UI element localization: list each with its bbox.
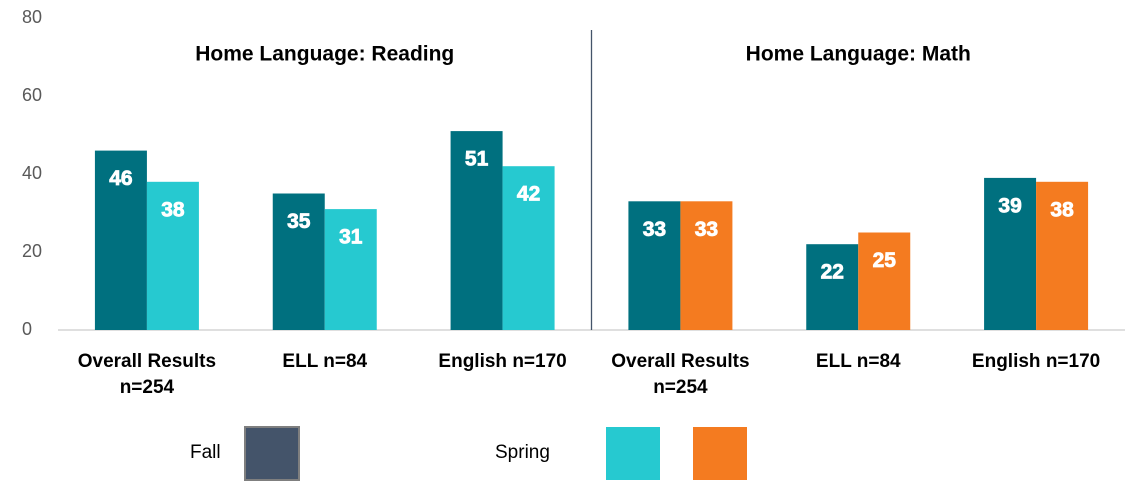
bar	[146, 181, 199, 330]
bar	[94, 150, 147, 330]
y-tick-label: 0	[22, 319, 32, 339]
bar	[628, 201, 681, 330]
x-tick-label: ELL n=84	[815, 351, 901, 372]
data-label: 38	[1050, 198, 1074, 221]
legend-swatch	[606, 427, 660, 480]
y-tick-label: 20	[22, 241, 42, 261]
data-label: 35	[287, 210, 311, 233]
legend-label: Fall	[190, 442, 221, 463]
x-tick-label: Overall Results n=254	[77, 351, 217, 398]
legend-label: Spring	[495, 442, 550, 463]
x-tick-label: ELL n=84	[282, 351, 368, 372]
y-tick-label: 80	[22, 7, 42, 27]
x-tick-label: Overall Results n=254	[611, 351, 750, 398]
data-label: 22	[821, 261, 844, 284]
bar	[502, 166, 555, 330]
panel-title: Home Language: Reading	[195, 43, 454, 66]
y-tick-label: 40	[22, 163, 42, 183]
bar	[858, 232, 911, 330]
data-label: 25	[873, 249, 897, 272]
data-label: 31	[339, 226, 363, 249]
legend-swatch	[693, 427, 747, 480]
bar	[984, 177, 1037, 330]
bar	[324, 209, 377, 330]
bar	[450, 131, 503, 330]
data-label: 33	[643, 218, 666, 241]
data-label: 38	[161, 198, 185, 221]
bar	[806, 244, 859, 330]
bar	[680, 201, 733, 330]
data-label: 33	[695, 218, 718, 241]
bar	[1036, 181, 1089, 330]
x-tick-label: English n=170	[438, 351, 567, 372]
y-tick-label: 60	[22, 85, 42, 105]
data-label: 51	[465, 148, 489, 171]
panel-title: Home Language: Math	[746, 43, 971, 66]
data-label: 39	[998, 194, 1021, 217]
data-label: 46	[109, 167, 132, 190]
x-tick-label: English n=170	[971, 351, 1101, 372]
data-label: 42	[517, 183, 540, 206]
legend-swatch	[244, 426, 300, 481]
bar	[272, 193, 325, 330]
